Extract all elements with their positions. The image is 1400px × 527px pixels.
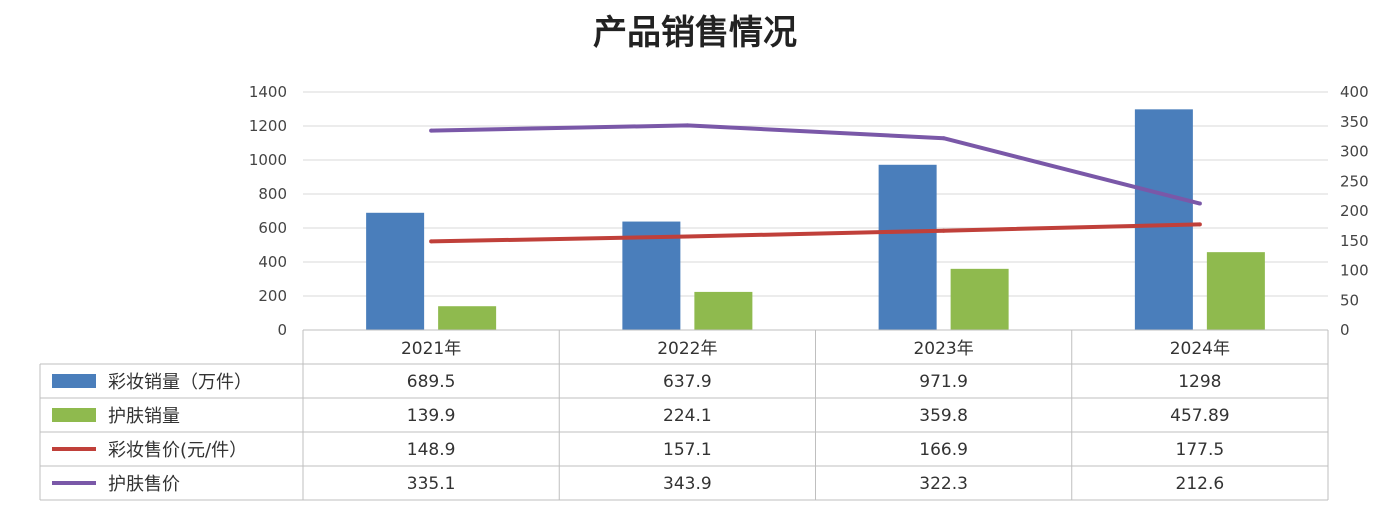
legend-swatch xyxy=(52,374,96,388)
right-tick-label: 350 xyxy=(1340,113,1369,131)
legend-swatch xyxy=(52,408,96,422)
line-series xyxy=(429,123,1202,244)
chart-title: 产品销售情况 xyxy=(593,13,797,53)
data-label: 166.9 xyxy=(919,440,968,460)
series-name: 彩妆售价(元/件） xyxy=(108,440,247,461)
data-label: 971.9 xyxy=(919,372,968,392)
data-label: 1298 xyxy=(1178,372,1221,392)
series-line xyxy=(431,222,1200,244)
bar xyxy=(694,291,753,330)
line-point xyxy=(1197,222,1202,227)
category-label: 2024年 xyxy=(1170,339,1230,359)
left-tick-label: 600 xyxy=(258,219,287,237)
data-label: 322.3 xyxy=(919,474,968,494)
series-name: 护肤售价 xyxy=(108,474,180,495)
line-point xyxy=(429,128,434,133)
line-point xyxy=(685,123,690,128)
right-tick-label: 300 xyxy=(1340,143,1369,161)
line-point xyxy=(685,234,690,239)
bar xyxy=(950,268,1009,330)
data-label: 343.9 xyxy=(663,474,712,494)
left-tick-label: 1200 xyxy=(249,117,287,135)
series-name: 护肤销量 xyxy=(108,406,180,427)
series-line xyxy=(431,123,1201,206)
right-tick-label: 50 xyxy=(1340,291,1359,309)
data-label: 177.5 xyxy=(1176,440,1225,460)
data-label: 148.9 xyxy=(407,440,456,460)
category-label: 2021年 xyxy=(401,339,461,359)
data-label: 689.5 xyxy=(407,372,456,392)
right-tick-label: 150 xyxy=(1340,232,1369,250)
line-point xyxy=(941,228,946,233)
right-tick-label: 250 xyxy=(1340,172,1369,190)
right-tick-label: 200 xyxy=(1340,202,1369,220)
left-tick-label: 1400 xyxy=(249,83,287,101)
line-point xyxy=(1197,201,1202,206)
right-tick-label: 0 xyxy=(1340,321,1350,339)
bar-series xyxy=(366,109,1265,330)
bar xyxy=(1206,252,1265,330)
bar xyxy=(366,212,425,330)
right-tick-label: 400 xyxy=(1340,83,1369,101)
data-label: 157.1 xyxy=(663,440,712,460)
data-label: 224.1 xyxy=(663,406,712,426)
gridlines xyxy=(303,91,1328,331)
left-tick-label: 200 xyxy=(258,287,287,305)
right-axis: 0 50 100 150 200 250 300 350 400 xyxy=(1340,83,1369,339)
left-tick-label: 800 xyxy=(258,185,287,203)
bar xyxy=(878,164,937,330)
data-label: 335.1 xyxy=(407,474,456,494)
category-label: 2023年 xyxy=(913,339,973,359)
left-axis: 0 200 400 600 800 1000 1200 1400 xyxy=(249,83,287,339)
right-tick-label: 100 xyxy=(1340,262,1369,280)
bar xyxy=(1134,109,1193,330)
left-tick-label: 0 xyxy=(277,321,287,339)
bar xyxy=(438,306,497,330)
data-label: 212.6 xyxy=(1176,474,1225,494)
line-point xyxy=(429,239,434,244)
data-label: 139.9 xyxy=(407,406,456,426)
data-label: 359.8 xyxy=(919,406,968,426)
left-tick-label: 1000 xyxy=(249,151,287,169)
data-label: 637.9 xyxy=(663,372,712,392)
series-name: 彩妆销量（万件） xyxy=(108,372,252,393)
category-label: 2022年 xyxy=(657,339,717,359)
data-label: 457.89 xyxy=(1170,406,1229,426)
bar xyxy=(622,221,681,330)
left-tick-label: 400 xyxy=(258,253,287,271)
line-point xyxy=(941,136,946,141)
